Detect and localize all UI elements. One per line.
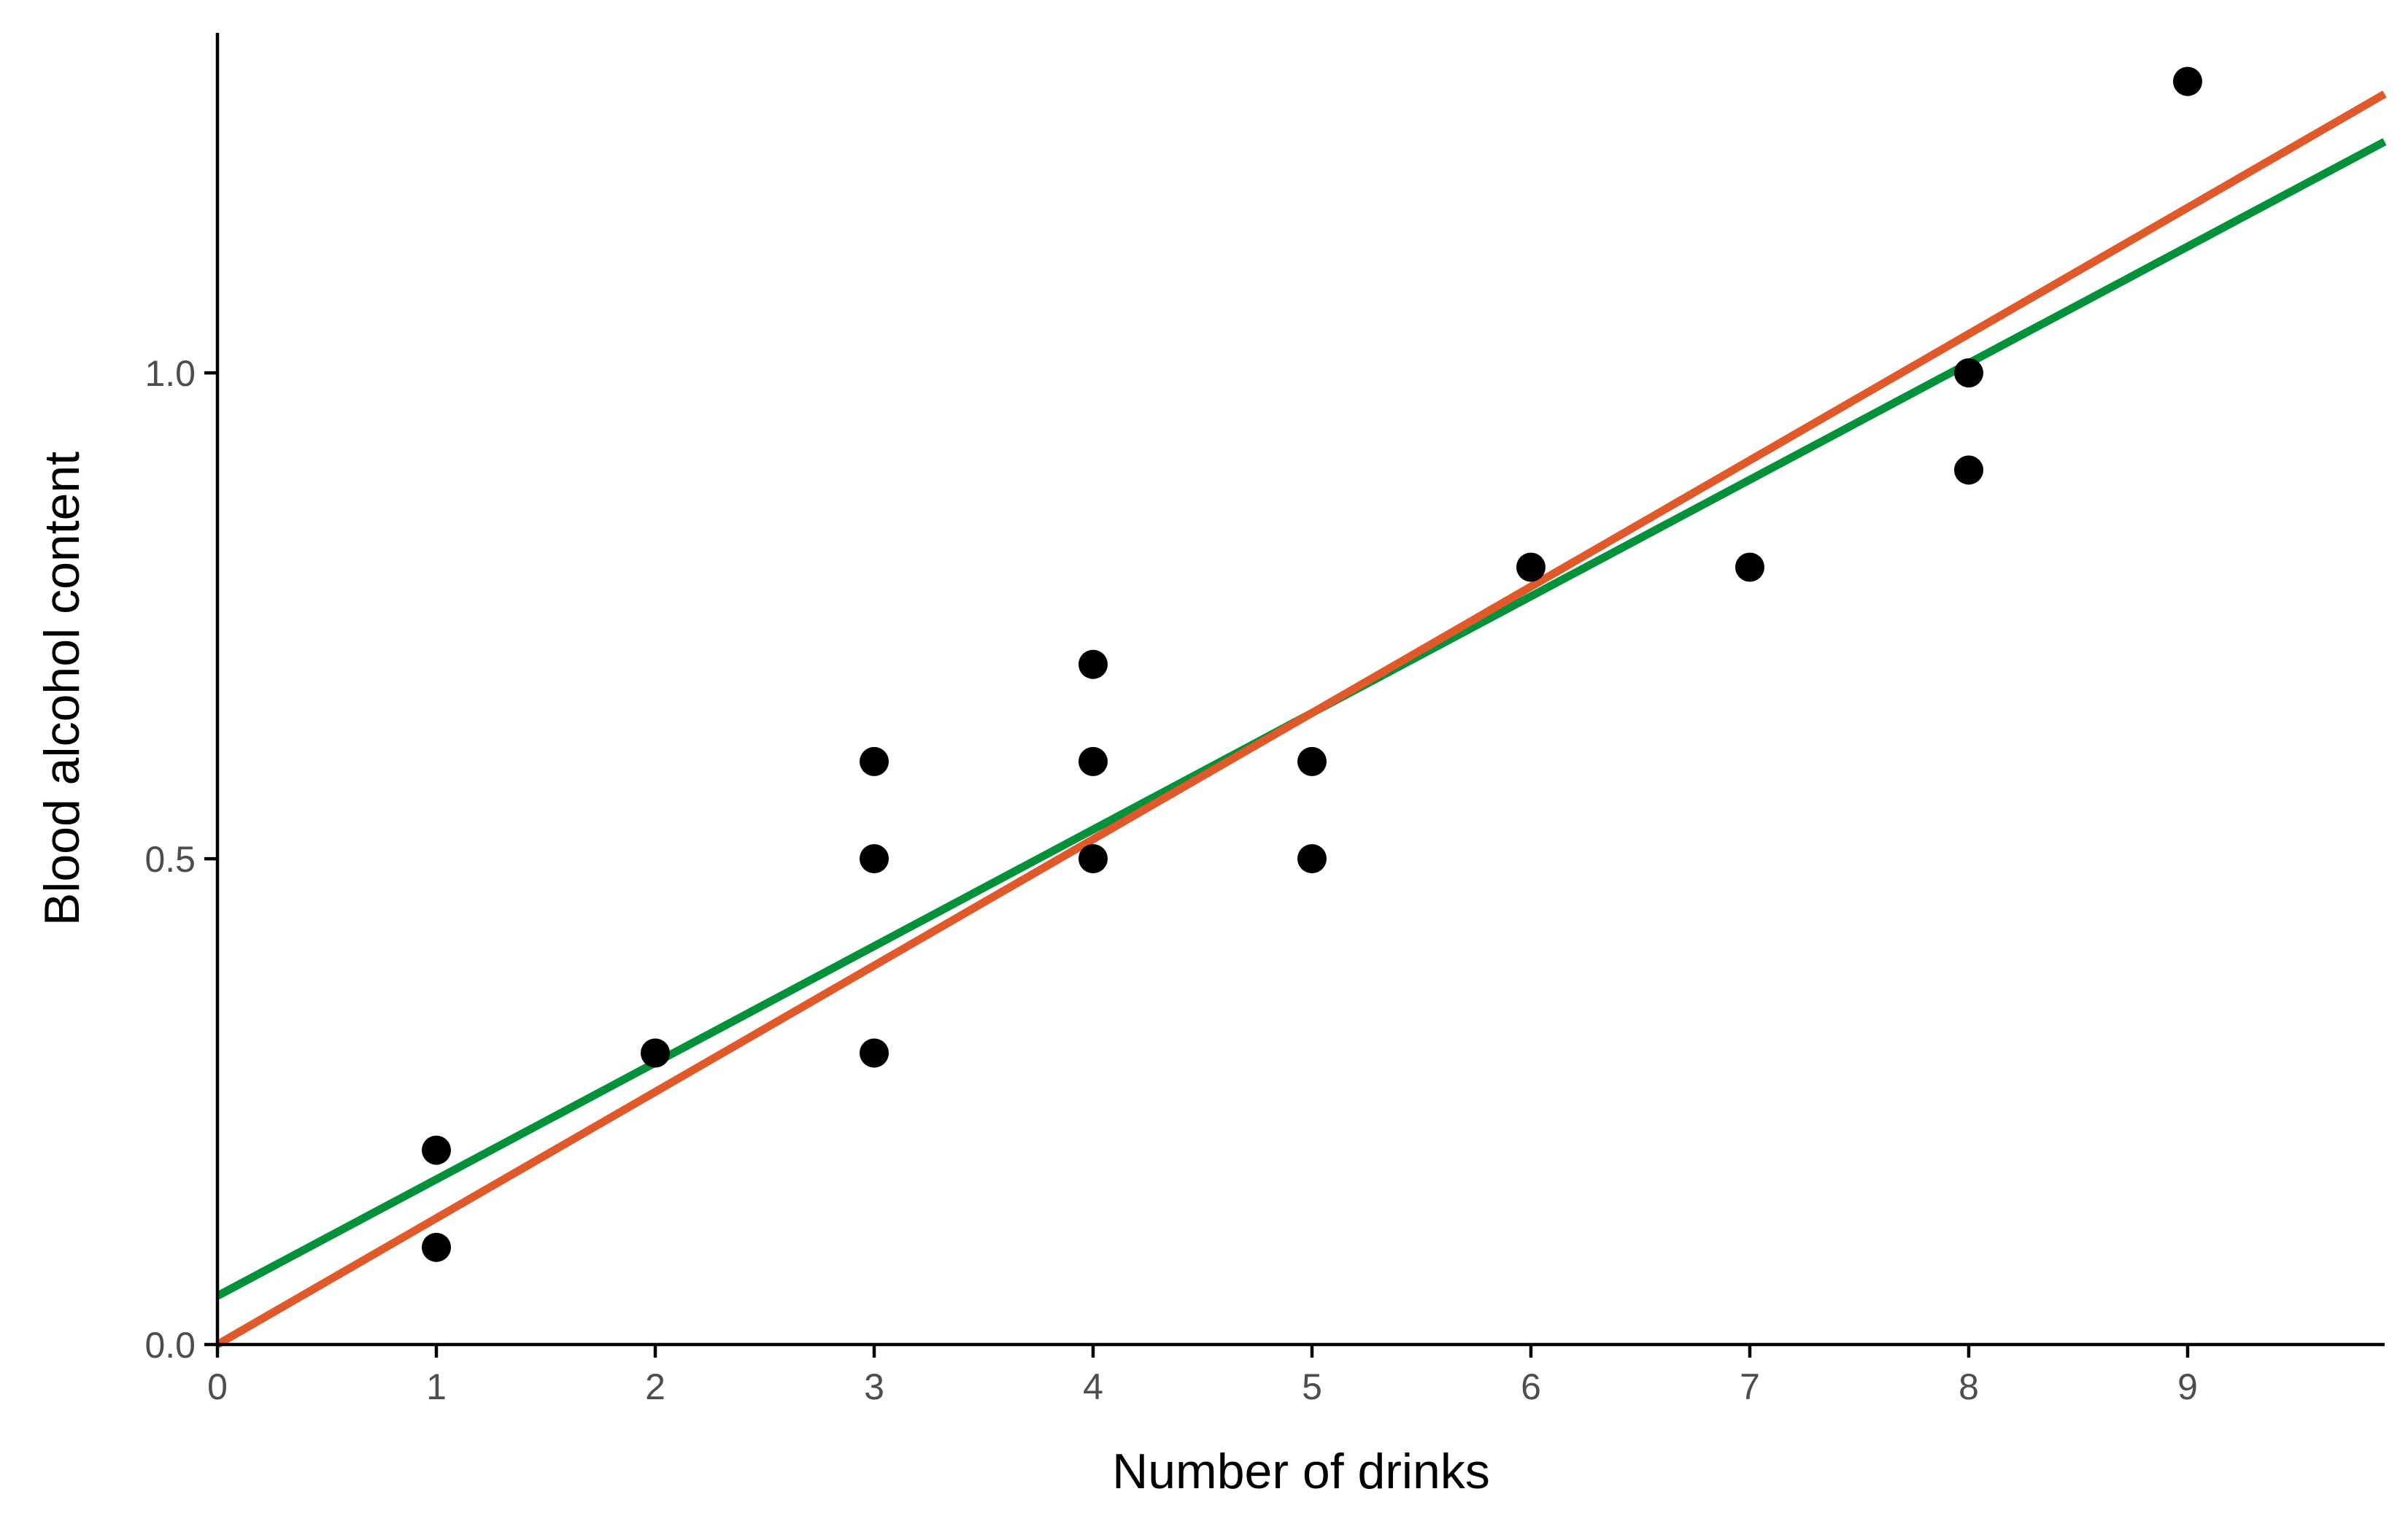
data-point (1078, 649, 1108, 679)
data-point (1516, 552, 1545, 582)
data-point (1078, 746, 1108, 776)
data-point (2173, 66, 2202, 96)
x-tick-label: 0 (207, 1366, 228, 1407)
axes (215, 33, 2385, 1347)
data-point (1297, 844, 1327, 874)
x-tick-label: 4 (1083, 1366, 1103, 1407)
data-points (422, 66, 2202, 1262)
data-point (1297, 746, 1327, 776)
x-tick-label: 2 (645, 1366, 665, 1407)
data-point (422, 1135, 451, 1165)
x-tick-label: 7 (1740, 1366, 1760, 1407)
y-axis-ticks: 0.0 0.5 1.0 (144, 353, 217, 1366)
y-tick-label: 1.0 (144, 353, 196, 394)
x-axis-ticks: 0 1 2 3 4 5 6 7 8 9 (207, 1345, 2198, 1407)
y-tick-label: 0.5 (144, 839, 196, 880)
x-tick-label: 8 (1959, 1366, 1979, 1407)
data-point (860, 746, 889, 776)
x-axis-title: Number of drinks (1112, 1444, 1490, 1499)
x-tick-label: 3 (864, 1366, 884, 1407)
data-point (1078, 844, 1108, 874)
data-point (641, 1038, 670, 1068)
x-tick-label: 5 (1302, 1366, 1322, 1407)
fit-lines (215, 90, 2387, 1348)
fit-line-2 (215, 90, 2387, 1348)
data-point (1735, 552, 1764, 582)
data-point (860, 844, 889, 874)
data-point (860, 1038, 889, 1068)
x-tick-label: 6 (1521, 1366, 1541, 1407)
data-point (1954, 455, 1983, 485)
x-tick-label: 9 (2177, 1366, 2198, 1407)
y-axis-title: Blood alcohol content (34, 452, 90, 926)
x-tick-label: 1 (426, 1366, 447, 1407)
y-tick-label: 0.0 (144, 1325, 196, 1366)
data-point (422, 1232, 451, 1262)
data-point (1954, 358, 1983, 388)
